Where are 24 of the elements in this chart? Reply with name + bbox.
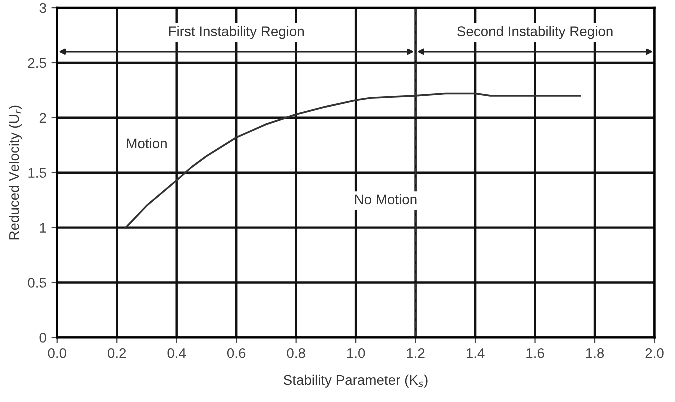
annotation: First Instability Region xyxy=(169,26,304,40)
y-tick-label: 2.5 xyxy=(28,58,46,68)
y-tick-label: 1.5 xyxy=(28,168,46,178)
annotation: Motion xyxy=(127,138,167,149)
x-tick-label: 1.6 xyxy=(526,348,544,358)
y-tick-label: 1 xyxy=(40,223,46,233)
y-tick-label: 3 xyxy=(40,3,46,14)
annotation: Second Instability Region xyxy=(458,26,613,40)
x-tick-label: 1.0 xyxy=(347,348,366,358)
x-tick-label: 0.8 xyxy=(287,348,306,358)
x-tick-label: 0.0 xyxy=(48,348,66,358)
y-tick-label: 0.5 xyxy=(28,278,46,288)
x-tick-label: 0.6 xyxy=(227,348,246,358)
y-axis-title: Reduced Velocity (U$_{r}$) xyxy=(9,106,22,240)
x-tick-label: 1.8 xyxy=(586,348,604,358)
x-tick-label: 1.4 xyxy=(466,348,485,358)
x-tick-label: 0.4 xyxy=(168,348,186,358)
x-tick-label: 1.2 xyxy=(407,348,425,358)
x-tick-label: 2.0 xyxy=(646,348,664,358)
y-tick-label: 0 xyxy=(40,333,46,343)
x-tick-label: 0.2 xyxy=(108,348,126,358)
annotation: No Motion xyxy=(355,194,417,205)
y-tick-label: 2 xyxy=(40,113,46,123)
x-axis-title: Stability Parameter (K$_{s}$) xyxy=(284,374,428,388)
